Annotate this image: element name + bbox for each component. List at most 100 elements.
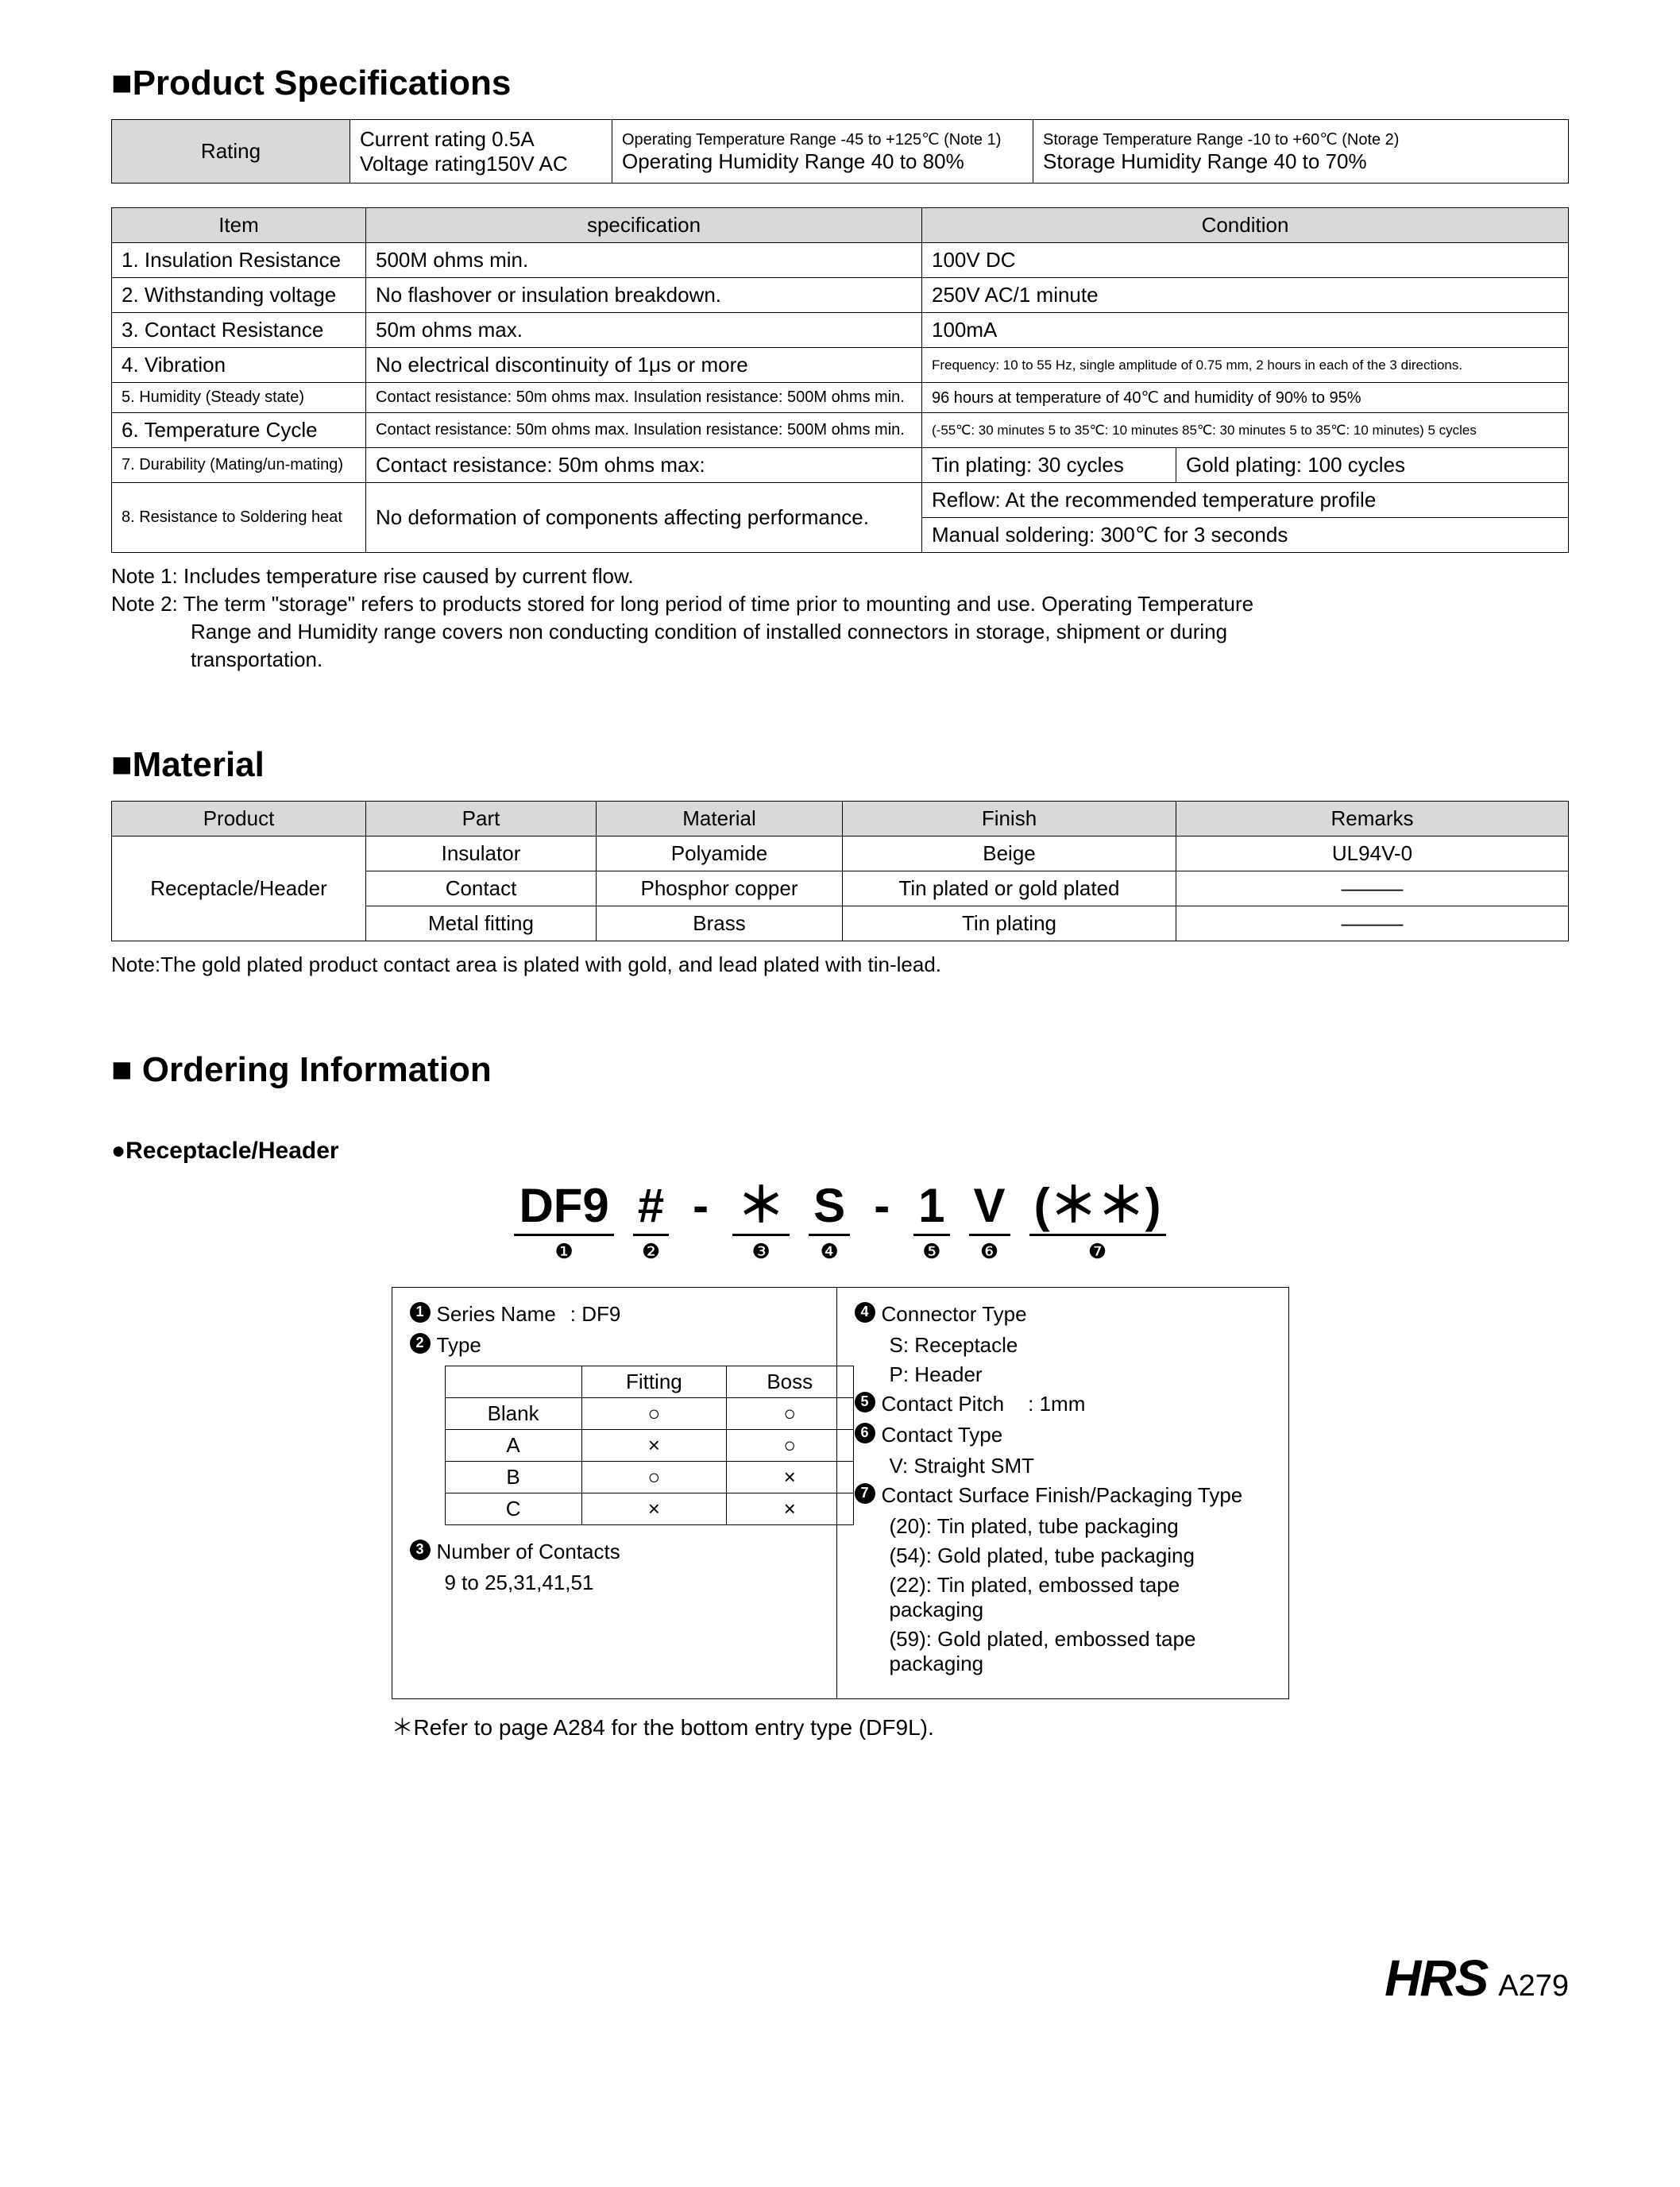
td: × [581,1429,726,1461]
val: : 1mm [1028,1392,1085,1416]
lbl: Contact Surface Finish/Packaging Type [882,1483,1243,1508]
table-row: 5. Humidity (Steady state) Contact resis… [112,383,1569,413]
cell: ——— [1176,906,1569,941]
pn-seg: ＊ [732,1180,790,1236]
cell: 100mA [922,313,1569,348]
pn-num: ❹ [821,1241,839,1262]
mat-h: Part [366,802,597,837]
spec-h3: Condition [922,208,1569,243]
rating-c2b: Operating Humidity Range 40 to 80% [622,149,1023,174]
cell: Polyamide [597,837,843,871]
rating-c3: Storage Temperature Range -10 to +60℃ (N… [1033,120,1569,184]
pn-seg: DF9 [514,1180,613,1236]
ordering-left-col: 1Series Name: DF9 2Type FittingBoss Blan… [392,1288,837,1698]
subtitle-receptacle: ●Receptacle/Header [111,1138,1569,1165]
cell: No deformation of components affecting p… [366,483,922,553]
bullet-5: 5 [855,1392,875,1412]
cell: Brass [597,906,843,941]
material-table: Product Part Material Finish Remarks Rec… [111,801,1569,941]
cell: Contact resistance: 50m ohms max. Insula… [366,413,922,448]
lbl: Contact Type [882,1423,1003,1447]
table-row: 8. Resistance to Soldering heat No defor… [112,483,1569,518]
cell: ——— [1176,871,1569,906]
cell: 7. Durability (Mating/un-mating) [112,448,366,483]
table-row: Receptacle/Header Insulator Polyamide Be… [112,837,1569,871]
cell: 3. Contact Resistance [112,313,366,348]
pn-seg: # [633,1180,669,1236]
cell: 8. Resistance to Soldering heat [112,483,366,553]
cell: 250V AC/1 minute [922,278,1569,313]
ordering-footnote: ＊Refer to page A284 for the bottom entry… [392,1710,1289,1742]
td: Blank [445,1397,581,1429]
th [445,1366,581,1397]
ordering-right-col: 4Connector Type S: Receptacle P: Header … [837,1288,1288,1698]
cell: Contact [366,871,597,906]
cell: Frequency: 10 to 55 Hz, single amplitude… [922,348,1569,383]
val: (54): Gold plated, tube packaging [855,1544,1271,1568]
cell: Reflow: At the recommended temperature p… [922,483,1569,518]
table-row: 2. Withstanding voltage No flashover or … [112,278,1569,313]
spec-h2: specification [366,208,922,243]
cell: Tin plating [843,906,1176,941]
cell: No electrical discontinuity of 1μs or mo… [366,348,922,383]
td: ○ [727,1397,854,1429]
lbl: Contact Pitch [882,1392,1005,1416]
pn-seg: S [809,1180,850,1236]
pn-num: ❷ [642,1241,660,1262]
bullet-7: 7 [855,1483,875,1504]
rating-table: Rating Current rating 0.5A Voltage ratin… [111,119,1569,184]
pn-num: ❺ [922,1241,940,1262]
td: B [445,1461,581,1493]
rating-c3a: Storage Temperature Range -10 to +60℃ (N… [1043,129,1558,149]
val: (22): Tin plated, embossed tape packagin… [855,1573,1271,1622]
note-line: Note 2: The term "storage" refers to pro… [111,590,1569,618]
cell: (-55℃: 30 minutes 5 to 35℃: 10 minutes 8… [922,413,1569,448]
brand-logo: HRS [1385,1949,1487,2007]
rating-c1a: Current rating 0.5A [360,127,602,152]
pn-num: ❶ [554,1241,573,1262]
val: (59): Gold plated, embossed tape packagi… [855,1627,1271,1676]
cell: 2. Withstanding voltage [112,278,366,313]
mat-h: Finish [843,802,1176,837]
bullet-2: 2 [410,1333,431,1354]
pn-seg: V [969,1180,1010,1236]
cell: Contact resistance: 50m ohms max. Insula… [366,383,922,413]
cell: 100V DC [922,243,1569,278]
rating-c1: Current rating 0.5A Voltage rating150V A… [350,120,612,184]
cell: Insulator [366,837,597,871]
val: : DF9 [570,1302,621,1327]
mat-h: Remarks [1176,802,1569,837]
val: S: Receptacle [855,1333,1271,1358]
val: P: Header [855,1362,1271,1387]
td: A [445,1429,581,1461]
pn-dash: - [688,1180,713,1234]
val: (20): Tin plated, tube packaging [855,1514,1271,1539]
rating-c2: Operating Temperature Range -45 to +125℃… [612,120,1033,184]
cell: UL94V-0 [1176,837,1569,871]
page-footer: HRSA279 [111,1949,1569,2007]
table-row: 7. Durability (Mating/un-mating) Contact… [112,448,1569,483]
pn-num: ❻ [980,1241,998,1262]
spec-table: Item specification Condition 1. Insulati… [111,207,1569,553]
cell: Contact resistance: 50m ohms max: [366,448,922,483]
spec-h1: Item [112,208,366,243]
cell: Manual soldering: 300℃ for 3 seconds [922,518,1569,553]
cell: Phosphor copper [597,871,843,906]
bullet-4: 4 [855,1302,875,1323]
spec-notes: Note 1: Includes temperature rise caused… [111,562,1569,674]
td: C [445,1493,581,1524]
td: × [727,1461,854,1493]
table-row: 1. Insulation Resistance 500M ohms min. … [112,243,1569,278]
cell: 500M ohms min. [366,243,922,278]
mat-h: Material [597,802,843,837]
val: 9 to 25,31,41,51 [410,1571,819,1595]
pn-num: ❸ [752,1241,770,1262]
rating-c1b: Voltage rating150V AC [360,152,602,176]
td: × [581,1493,726,1524]
td: ○ [727,1429,854,1461]
th: Boss [727,1366,854,1397]
bullet-6: 6 [855,1423,875,1443]
cell: 5. Humidity (Steady state) [112,383,366,413]
material-note: Note:The gold plated product contact are… [111,951,1569,979]
bullet-3: 3 [410,1540,431,1560]
